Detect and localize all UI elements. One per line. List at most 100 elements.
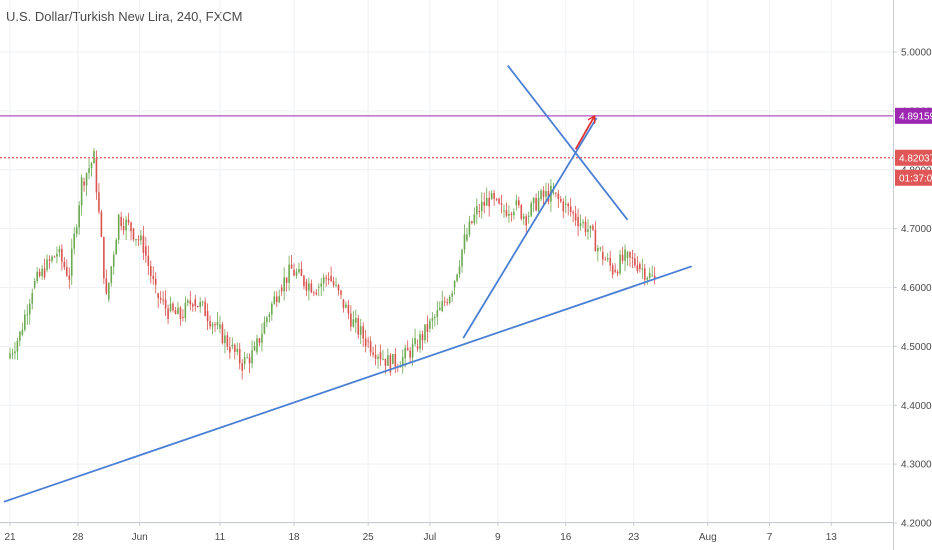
candle-body xyxy=(295,272,298,276)
candle-body xyxy=(28,303,31,315)
candle-body xyxy=(251,350,253,364)
price-tags: 4.89159 4.82037 01:37:09 xyxy=(895,107,932,186)
candle-body xyxy=(298,268,300,273)
candle-body xyxy=(191,304,194,307)
candle-body xyxy=(261,333,263,343)
candle-body xyxy=(468,221,471,235)
candle-body xyxy=(379,352,382,360)
candle-body xyxy=(100,211,103,237)
candle-body xyxy=(290,264,293,269)
candle-body xyxy=(80,177,83,206)
candle-body xyxy=(56,253,58,257)
candle-body xyxy=(211,324,214,327)
candle-body xyxy=(36,271,38,281)
candle-body xyxy=(488,197,490,207)
candle-body xyxy=(167,308,169,319)
candle-body xyxy=(38,271,41,277)
candle-body xyxy=(599,247,602,249)
candle-body xyxy=(453,280,456,288)
candle-body xyxy=(263,321,266,334)
x-tick-label: 28 xyxy=(72,532,84,543)
candle-body xyxy=(416,346,419,349)
candle-body xyxy=(224,335,226,344)
candle-body xyxy=(359,326,362,335)
candle-body xyxy=(594,229,597,252)
candle-body xyxy=(330,275,332,282)
candle-body xyxy=(241,363,243,371)
trendline-wedge-upper xyxy=(506,64,629,221)
candle-body xyxy=(392,354,394,365)
candle-body xyxy=(182,316,184,319)
candle-body xyxy=(540,190,542,200)
candle-body xyxy=(278,296,281,303)
candle-body xyxy=(11,353,14,355)
candle-body xyxy=(231,344,234,347)
candle-body xyxy=(169,303,172,312)
candle-body xyxy=(406,347,409,351)
candle-body xyxy=(641,268,644,270)
candle-body xyxy=(520,205,523,219)
candle-body xyxy=(293,269,295,276)
candle-body xyxy=(372,352,374,355)
candle-body xyxy=(51,256,53,261)
candle-body xyxy=(140,235,142,241)
candle-body xyxy=(16,340,19,352)
candle-body xyxy=(46,259,48,270)
candle-body xyxy=(78,205,80,228)
candle-body xyxy=(233,344,236,352)
candle-body xyxy=(164,299,167,309)
candle-body xyxy=(429,320,431,329)
candle-body xyxy=(589,225,592,229)
candle-body xyxy=(355,318,357,323)
candle-body xyxy=(350,313,352,327)
candle-body xyxy=(643,268,646,280)
candle-body xyxy=(68,275,71,280)
candle-body xyxy=(436,310,439,318)
candle-body xyxy=(587,229,589,233)
candle-body xyxy=(283,277,285,292)
y-tick-label: 4.30000 xyxy=(901,460,932,471)
candle-body xyxy=(485,197,488,206)
chart-title: U.S. Dollar/Turkish New Lira, 240, FXCM xyxy=(6,9,243,24)
candle-body xyxy=(490,192,493,200)
candle-body xyxy=(478,210,481,212)
grid xyxy=(0,0,893,524)
candle-body xyxy=(98,192,100,212)
candle-body xyxy=(308,283,310,291)
candle-body xyxy=(631,257,634,259)
candle-body xyxy=(629,251,631,258)
candle-body xyxy=(387,355,389,366)
candle-body xyxy=(322,277,325,284)
candle-body xyxy=(130,222,132,232)
candle-body xyxy=(122,226,125,231)
candle-body xyxy=(522,216,525,219)
candle-body xyxy=(653,275,656,279)
candle-body xyxy=(226,335,229,347)
x-tick-label: 21 xyxy=(4,532,16,543)
candle-body xyxy=(352,319,355,327)
candle-body xyxy=(616,271,619,274)
candle-body xyxy=(127,219,130,223)
candle-body xyxy=(609,258,612,266)
candle-body xyxy=(648,272,651,278)
candle-body xyxy=(147,255,150,266)
candle-body xyxy=(66,267,68,276)
candle-body xyxy=(204,301,206,316)
candle-body xyxy=(199,302,201,307)
candle-body xyxy=(579,223,582,227)
candle-body xyxy=(177,307,179,315)
candle-body xyxy=(115,239,118,255)
candle-body xyxy=(619,254,621,274)
candle-body xyxy=(347,304,350,314)
candle-body xyxy=(206,311,209,322)
candle-body xyxy=(275,296,278,303)
trendline-breakout-arrow xyxy=(574,117,595,150)
candle-body xyxy=(93,150,95,164)
candle-body xyxy=(466,234,468,241)
candle-body xyxy=(149,265,152,277)
candle-body xyxy=(495,198,498,200)
candle-body xyxy=(646,277,649,280)
candle-body xyxy=(419,334,421,349)
candle-body xyxy=(364,338,367,347)
